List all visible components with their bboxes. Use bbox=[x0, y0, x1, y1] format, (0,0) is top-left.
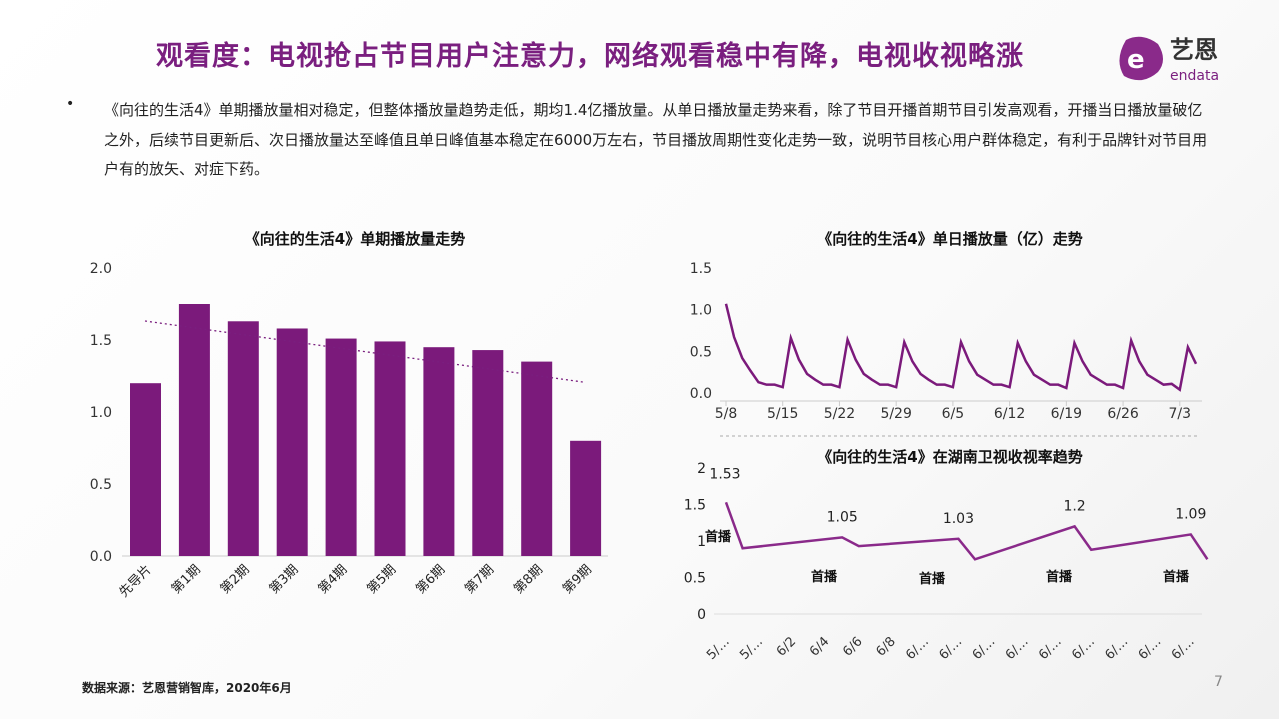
bar bbox=[178, 304, 210, 556]
x-tick-label: 6/4 bbox=[807, 634, 832, 659]
x-tick-label: 6/… bbox=[1169, 634, 1198, 663]
x-tick-label: 6/8 bbox=[873, 634, 898, 659]
bar bbox=[374, 341, 406, 556]
data-label: 1.09 bbox=[1175, 506, 1206, 522]
premiere-annotation: 首播 bbox=[1163, 569, 1190, 585]
x-tick-label: 第8期 bbox=[511, 562, 546, 597]
y-tick-label: 2 bbox=[697, 461, 706, 477]
y-tick-label: 0 bbox=[697, 607, 706, 623]
bar bbox=[276, 328, 308, 556]
x-tick-label: 6/12 bbox=[994, 406, 1025, 422]
daily-plays-chart: 0.0 0.5 1.0 1.5 5/8 5/15 5/22 5/29 6/5 6/12 6/19 6/… bbox=[690, 261, 1202, 422]
rating-chart: 00.511.525/… 5/… 6/2 6/4 6/6 6/8 6/… 6/… 6/… 6/… 6… bbox=[684, 461, 1209, 663]
bar bbox=[325, 338, 357, 556]
daily-plays-line bbox=[724, 303, 1198, 392]
summary-text: 《向往的生活4》单期播放量相对稳定，但整体播放量趋势走低，期均1.4亿播放量。从… bbox=[104, 101, 1208, 178]
y-tick-label: 0.5 bbox=[690, 344, 712, 360]
daily-chart-title: 《向往的生活4》单日播放量（亿）走势 bbox=[817, 230, 1083, 248]
rating-line bbox=[724, 501, 1209, 561]
x-tick-label: 7/3 bbox=[1169, 406, 1192, 422]
y-tick-label: 2.0 bbox=[90, 261, 112, 277]
page-number: 7 bbox=[1214, 674, 1223, 690]
x-tick-label: 第3期 bbox=[267, 562, 302, 597]
y-tick-label: 0.5 bbox=[684, 571, 706, 587]
x-tick-label: 6/… bbox=[936, 634, 965, 663]
x-tick-label: 6/6 bbox=[840, 634, 865, 659]
x-tick-label: 第7期 bbox=[462, 562, 497, 597]
bar-chart: 0.00.51.01.52.0先导片 第1期 第2期 第3期 第4期 第5期 第6期 第7期第… bbox=[90, 261, 608, 600]
y-tick-label: 1 bbox=[697, 534, 706, 550]
x-tick-label: 5/8 bbox=[715, 406, 738, 422]
bar bbox=[423, 347, 455, 556]
bullet: • bbox=[66, 96, 75, 112]
svg-text:艺恩: 艺恩 bbox=[1170, 36, 1218, 64]
x-tick-label: 5/15 bbox=[767, 406, 798, 422]
bar bbox=[472, 350, 504, 556]
endata-logo: e 艺恩 endata bbox=[1112, 30, 1242, 86]
x-tick-label: 第2期 bbox=[218, 562, 253, 597]
premiere-annotation: 首播 bbox=[705, 529, 732, 545]
x-tick-label: 6/26 bbox=[1107, 406, 1139, 422]
premiere-annotation: 首播 bbox=[1046, 569, 1073, 585]
premiere-annotation: 首播 bbox=[811, 569, 838, 585]
data-source: 数据来源：艺恩营销智库，2020年6月 bbox=[82, 681, 292, 695]
x-tick-label: 6/… bbox=[1036, 634, 1065, 663]
data-label: 1.05 bbox=[827, 509, 858, 525]
y-tick-label: 1.5 bbox=[90, 333, 112, 349]
data-label: 1.03 bbox=[943, 511, 974, 527]
data-label: 1.2 bbox=[1063, 498, 1085, 514]
x-tick-label: 5/… bbox=[737, 634, 766, 663]
x-tick-label: 6/… bbox=[970, 634, 999, 663]
x-tick-label: 6/5 bbox=[942, 406, 965, 422]
x-tick-label: 第5期 bbox=[364, 562, 399, 597]
x-tick-label: 5/… bbox=[704, 634, 733, 663]
bar bbox=[521, 361, 553, 556]
bar bbox=[570, 440, 602, 556]
x-tick-label: 6/2 bbox=[774, 634, 799, 659]
x-tick-label: 6/… bbox=[1003, 634, 1032, 663]
x-tick-label: 5/22 bbox=[824, 406, 855, 422]
x-tick-label: 6/… bbox=[1102, 634, 1131, 663]
y-tick-label: 1.0 bbox=[690, 303, 712, 319]
svg-text:endata: endata bbox=[1170, 68, 1219, 84]
y-tick-label: 1.0 bbox=[90, 405, 112, 421]
y-tick-label: 0.0 bbox=[690, 386, 712, 402]
svg-text:e: e bbox=[1127, 45, 1145, 75]
y-tick-label: 0.5 bbox=[90, 477, 112, 493]
trendline bbox=[144, 320, 586, 383]
x-tick-label: 先导片 bbox=[117, 562, 155, 600]
y-tick-label: 1.5 bbox=[684, 498, 706, 514]
bar bbox=[130, 383, 161, 556]
bar bbox=[227, 321, 259, 556]
x-tick-label: 第6期 bbox=[413, 562, 448, 597]
page-title: 观看度：电视抢占节目用户注意力，网络观看稳中有降，电视收视略涨 bbox=[156, 41, 1024, 72]
x-tick-label: 6/… bbox=[1136, 634, 1165, 663]
data-label: 1.53 bbox=[709, 466, 740, 482]
x-tick-label: 6/19 bbox=[1051, 406, 1082, 422]
x-tick-label: 第4期 bbox=[316, 562, 351, 597]
rating-chart-title: 《向往的生活4》在湖南卫视收视率趋势 bbox=[817, 448, 1083, 466]
x-tick-label: 5/29 bbox=[880, 406, 911, 422]
x-tick-label: 6/… bbox=[903, 634, 932, 663]
y-tick-label: 0.0 bbox=[90, 549, 112, 565]
premiere-annotation: 首播 bbox=[919, 571, 946, 587]
bar-chart-title: 《向往的生活4》单期播放量走势 bbox=[244, 230, 466, 248]
x-tick-label: 第1期 bbox=[169, 562, 204, 597]
x-tick-label: 6/… bbox=[1069, 634, 1098, 663]
x-tick-label: 第9期 bbox=[560, 562, 595, 597]
y-tick-label: 1.5 bbox=[690, 261, 712, 277]
